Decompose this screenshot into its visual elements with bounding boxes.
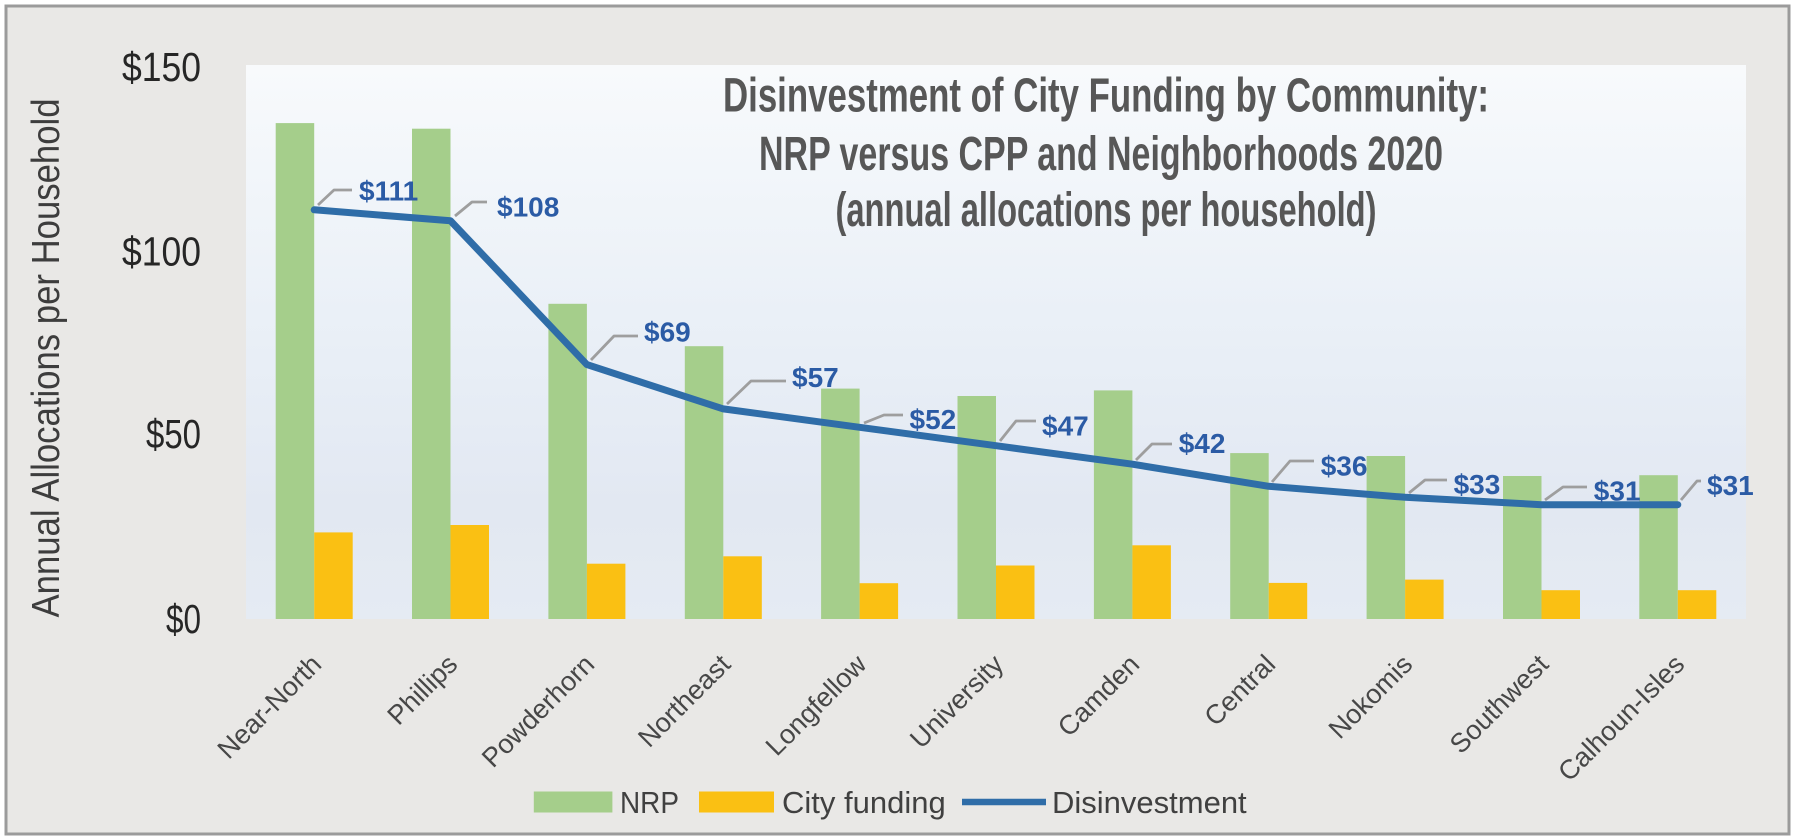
svg-text:$47: $47 (1042, 411, 1089, 442)
svg-text:$31: $31 (1594, 476, 1641, 507)
svg-text:NRP versus CPP and Neighborhoo: NRP versus CPP and Neighborhoods 2020 (759, 128, 1443, 181)
svg-text:(annual allocations per househ: (annual allocations per household) (836, 184, 1377, 237)
svg-text:Disinvestment: Disinvestment (1052, 785, 1247, 820)
svg-text:$111: $111 (359, 176, 418, 207)
svg-text:$57: $57 (792, 362, 839, 393)
svg-text:$31: $31 (1707, 470, 1754, 501)
svg-text:$108: $108 (497, 192, 559, 223)
svg-text:$36: $36 (1321, 451, 1368, 482)
svg-text:$50: $50 (146, 411, 201, 457)
svg-text:$33: $33 (1454, 469, 1501, 500)
svg-text:$150: $150 (122, 44, 201, 90)
svg-text:$0: $0 (166, 596, 201, 642)
svg-text:Annual Allocations per Househo: Annual Allocations per Household (25, 99, 68, 618)
svg-text:$100: $100 (122, 229, 201, 275)
svg-text:City funding: City funding (782, 785, 946, 820)
svg-text:$69: $69 (644, 317, 691, 348)
svg-text:NRP: NRP (620, 785, 679, 820)
svg-text:$42: $42 (1179, 428, 1226, 459)
svg-text:Disinvestment of City Funding: Disinvestment of City Funding by Communi… (723, 70, 1489, 123)
svg-text:$52: $52 (910, 404, 957, 435)
